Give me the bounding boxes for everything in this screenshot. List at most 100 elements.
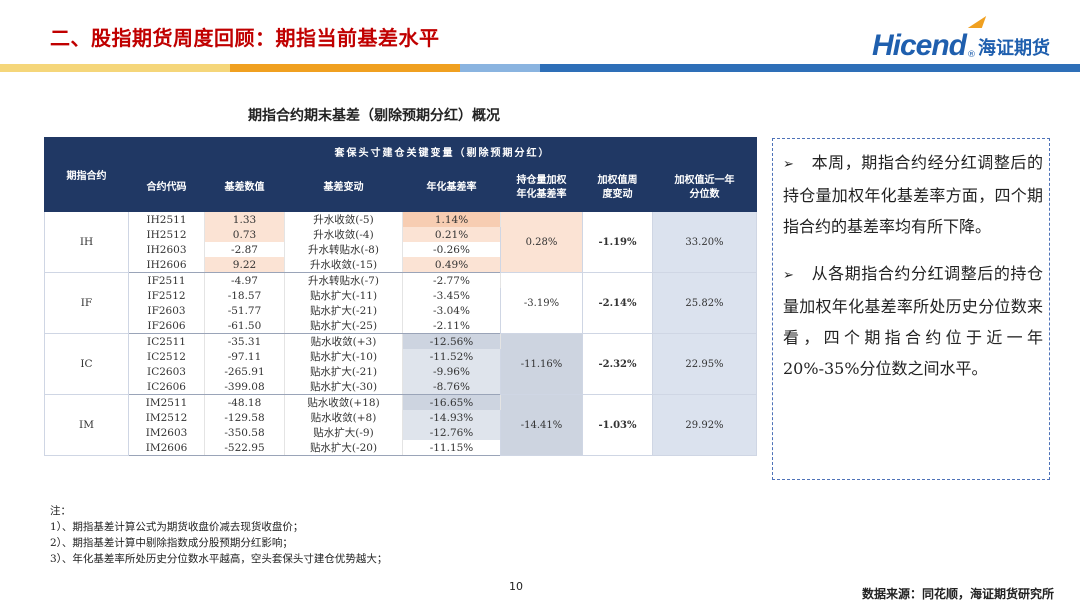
weighted-rate-cell: 0.28% — [500, 211, 583, 273]
contract-code-cell: IF2606 — [128, 318, 205, 334]
contract-name-cell: IM — [44, 394, 129, 456]
basis-change-cell: 贴水扩大(-21) — [284, 364, 403, 379]
table-row: IM IM2511 -48.18 贴水收敛(+18) -16.65% -14.41% -1.… — [44, 394, 757, 456]
commentary-text: 从各期指合约分红调整后的持仓量加权年化基差率所处历史分位数来看，四个期指合约位于… — [783, 264, 1043, 378]
header-bar-segment-1 — [0, 64, 230, 72]
annualized-rate-cell: -11.52% — [402, 349, 501, 364]
basis-value-cell: -61.50 — [204, 318, 285, 334]
contract-code-cell: IM2603 — [128, 425, 205, 440]
footnote-item: 2）、期指基差计算中剔除指数成分股预期分红影响； — [50, 537, 293, 549]
basis-change-cell: 贴水收敛(+18) — [284, 394, 403, 410]
contract-code-cell: IC2603 — [128, 364, 205, 379]
basis-table: 期指合约 套保头寸建仓关键变量（剔除预期分红） 合约代码 基差数值 基差变动 年化基差… — [44, 137, 757, 456]
contract-code-cell: IC2511 — [128, 333, 205, 349]
footnote-item: 3）、年化基差率所处历史分位数水平越高，空头套保头寸建仓优势越大； — [50, 553, 388, 565]
brand-logo: Hicend ® 海证期货 — [871, 16, 1050, 64]
page-title: 二、股指期货周度回顾：期指当前基差水平 — [50, 26, 440, 50]
logo-chinese-name: 海证期货 — [978, 38, 1050, 59]
footnotes: 注： 1）、期指基差计算公式为期货收盘价减去现货收盘价； 2）、期指基差计算中剔… — [50, 503, 387, 567]
annualized-rate-cell: -12.56% — [402, 333, 501, 349]
contract-code-cell: IF2511 — [128, 272, 205, 288]
basis-change-cell: 贴水收敛(+3) — [284, 333, 403, 349]
basis-change-cell: 贴水扩大(-9) — [284, 425, 403, 440]
header-bar-segment-4 — [540, 64, 1080, 72]
table-row: IC2603 -265.91 贴水扩大(-21) -9.96% — [45, 364, 757, 379]
footnotes-heading: 注： — [50, 505, 71, 517]
commentary-paragraph: ➢ 本周，期指合约经分红调整后的持仓量加权年化基差率方面，四个期指合约的基差率均有… — [783, 147, 1043, 242]
contract-name-cell: IF — [44, 272, 129, 334]
column-header: 加权值近一年 分位数 — [652, 164, 757, 212]
table-title: 期指合约期末基差（剔除预期分红）概况 — [248, 108, 500, 124]
annualized-rate-cell: -8.76% — [402, 379, 501, 395]
basis-value-cell: -18.57 — [204, 288, 285, 303]
annualized-rate-cell: -2.11% — [402, 318, 501, 334]
column-header: 合约代码 — [128, 164, 205, 212]
annualized-rate-cell: 1.14% — [402, 211, 501, 227]
contract-header: 期指合约 — [44, 137, 129, 212]
table-row: IF2512 -18.57 贴水扩大(-11) -3.45% — [45, 288, 757, 303]
annualized-rate-cell: -11.15% — [402, 440, 501, 456]
group-header: 套保头寸建仓关键变量（剔除预期分红） — [128, 137, 757, 165]
logo-swoosh-icon — [967, 16, 987, 28]
weighted-rate-cell: -11.16% — [500, 333, 583, 395]
contract-code-cell: IC2512 — [128, 349, 205, 364]
header-bar-segment-3 — [460, 64, 540, 72]
logo-text: Hicend — [871, 29, 967, 62]
contract-code-cell: IC2606 — [128, 379, 205, 395]
contract-code-cell: IM2512 — [128, 410, 205, 425]
basis-change-cell: 贴水扩大(-30) — [284, 379, 403, 395]
weekly-change-cell: -1.03% — [582, 394, 653, 456]
weighted-rate-cell: -14.41% — [500, 394, 583, 456]
commentary-box: ➢ 本周，期指合约经分红调整后的持仓量加权年化基差率方面，四个期指合约的基差率均有… — [772, 138, 1050, 480]
table-row: IC IC2511 -35.31 贴水收敛(+3) -12.56% -11.16% -2.3… — [44, 333, 757, 395]
table-row: IM2603 -350.58 贴水扩大(-9) -12.76% — [45, 425, 757, 440]
contract-code-cell: IF2603 — [128, 303, 205, 318]
contract-code-cell: IH2603 — [128, 242, 205, 257]
table-row: IM2512 -129.58 贴水收敛(+8) -14.93% — [45, 410, 757, 425]
header-bar-segment-2 — [230, 64, 460, 72]
table-row: IF IF2511 -4.97 升水转贴水(-7) -2.77% -3.19% -2.14%… — [44, 272, 757, 334]
arrow-bullet-icon: ➢ — [783, 157, 794, 172]
table-row: IH2603 -2.87 升水转贴水(-8) -0.26% — [45, 242, 757, 257]
weekly-change-cell: -2.14% — [582, 272, 653, 334]
annualized-rate-cell: -14.93% — [402, 410, 501, 425]
basis-value-cell: 1.33 — [204, 211, 285, 227]
basis-value-cell: -522.95 — [204, 440, 285, 456]
table-row: IH2606 9.22 升水收敛(-15) 0.49% — [45, 257, 757, 273]
table-row: IH2512 0.73 升水收敛(-4) 0.21% — [45, 227, 757, 242]
basis-change-cell: 升水转贴水(-8) — [284, 242, 403, 257]
table-row: IH IH2511 1.33 升水收敛(-5) 1.14% 0.28% -1.19% 33.2… — [44, 211, 757, 273]
contract-name-cell: IH — [44, 211, 129, 273]
basis-change-cell: 贴水扩大(-20) — [284, 440, 403, 456]
contract-code-cell: IM2606 — [128, 440, 205, 456]
column-header: 年化基差率 — [402, 164, 501, 212]
column-header: 基差数值 — [204, 164, 285, 212]
basis-change-cell: 升水收敛(-15) — [284, 257, 403, 273]
contract-code-cell: IH2511 — [128, 211, 205, 227]
column-header: 持仓量加权 年化基差率 — [500, 164, 583, 212]
weekly-change-cell: -1.19% — [582, 211, 653, 273]
weekly-change-cell: -2.32% — [582, 333, 653, 395]
basis-value-cell: -265.91 — [204, 364, 285, 379]
table-row: IC2606 -399.08 贴水扩大(-30) -8.76% — [45, 379, 757, 395]
contract-code-cell: IH2606 — [128, 257, 205, 273]
footnote-item: 1）、期指基差计算公式为期货收盘价减去现货收盘价； — [50, 521, 304, 533]
data-source: 数据来源：同花顺，海证期货研究所 — [861, 587, 1054, 601]
column-header: 基差变动 — [284, 164, 403, 212]
basis-value-cell: -2.87 — [204, 242, 285, 257]
basis-change-cell: 贴水扩大(-25) — [284, 318, 403, 334]
contract-code-cell: IH2512 — [128, 227, 205, 242]
basis-value-cell: -48.18 — [204, 394, 285, 410]
basis-change-cell: 升水转贴水(-7) — [284, 272, 403, 288]
basis-change-cell: 贴水扩大(-21) — [284, 303, 403, 318]
table-row: IM2606 -522.95 贴水扩大(-20) -11.15% — [45, 440, 757, 456]
arrow-bullet-icon: ➢ — [783, 268, 794, 283]
column-header: 加权值周 度变动 — [582, 164, 653, 212]
table-row: IF2606 -61.50 贴水扩大(-25) -2.11% — [45, 318, 757, 334]
basis-value-cell: -35.31 — [204, 333, 285, 349]
basis-change-cell: 贴水收敛(+8) — [284, 410, 403, 425]
basis-change-cell: 贴水扩大(-10) — [284, 349, 403, 364]
logo-registered-mark: ® — [967, 50, 976, 60]
basis-value-cell: 9.22 — [204, 257, 285, 273]
contract-code-cell: IM2511 — [128, 394, 205, 410]
